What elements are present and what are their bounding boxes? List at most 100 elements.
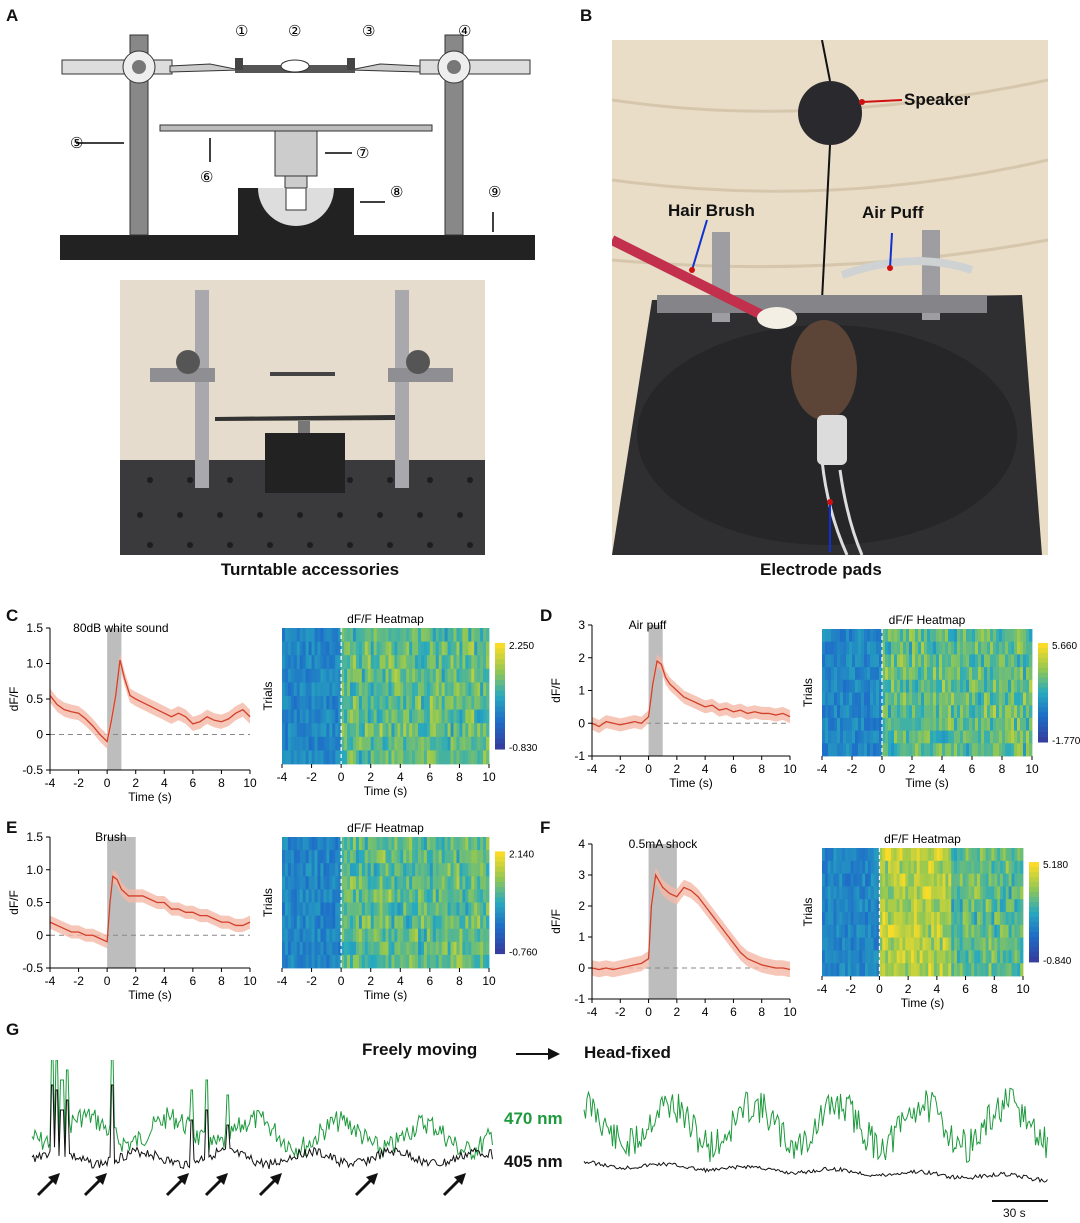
heatmap-cell — [394, 928, 398, 943]
heatmap-cell — [350, 628, 354, 642]
heatmap-cell — [311, 750, 315, 765]
heatmap-cell — [840, 705, 844, 719]
heatmap-cell — [893, 912, 898, 926]
heatmap-cell — [822, 963, 826, 977]
heatmap-cell — [930, 717, 934, 731]
heatmap-cell — [873, 937, 877, 951]
heatmap-cell — [373, 628, 378, 642]
heatmap-cell — [314, 682, 318, 697]
heatmap-cell — [450, 837, 454, 851]
heatmap-cell — [858, 730, 862, 744]
trace-405-freely — [31, 1084, 493, 1170]
heatmap-cell — [420, 850, 425, 864]
heatmap-cell — [1002, 667, 1006, 681]
heatmap-cell — [471, 628, 475, 642]
heatmap-cell — [299, 641, 304, 656]
heatmap-cell — [344, 641, 348, 656]
heatmap-cell — [373, 863, 378, 877]
heatmap-cell — [873, 705, 877, 719]
heatmap-cell — [432, 641, 437, 656]
heatmap-cell — [1017, 860, 1021, 874]
heatmap-cell — [1011, 705, 1015, 719]
y-tick-label: 4 — [578, 837, 585, 851]
heatmap-cell — [1023, 743, 1027, 757]
heatmap-cell — [388, 954, 392, 969]
heatmap-x-tick-label: -4 — [817, 982, 828, 996]
heatmap-cell — [912, 641, 916, 655]
heatmap-cell — [376, 736, 380, 751]
heatmap-cell — [1005, 641, 1009, 655]
heatmap-cell — [305, 941, 310, 956]
heatmap-cell — [480, 941, 484, 956]
heatmap-cell — [870, 730, 874, 744]
heatmap-cell — [1005, 705, 1009, 719]
heatmap-cell — [951, 629, 955, 643]
heatmap-cell — [905, 963, 909, 977]
heatmap-cell — [956, 963, 961, 977]
heatmap-cell — [444, 863, 448, 877]
heatmap-cell — [999, 667, 1003, 681]
heatmap-cell — [338, 863, 342, 877]
heatmap-cell — [885, 743, 889, 757]
heatmap-cell — [822, 873, 826, 887]
heatmap-cell — [432, 709, 437, 724]
heatmap-cell — [954, 654, 958, 668]
heatmap-cell — [916, 860, 921, 874]
heatmap-cell — [450, 941, 454, 956]
heatmap-cell — [483, 941, 487, 956]
heatmap-cell — [287, 837, 292, 851]
heatmap-cell — [991, 912, 995, 926]
heatmap-cell — [951, 950, 955, 964]
heatmap-cell — [939, 692, 943, 706]
heatmap-cell — [1026, 641, 1030, 655]
heatmap-cell — [403, 863, 407, 877]
stimulus-bar — [648, 625, 663, 756]
heatmap-cell — [966, 705, 970, 719]
heatmap-cell — [882, 692, 886, 706]
heatmap-cell — [432, 696, 437, 710]
y-tick-label: 0 — [578, 961, 585, 975]
heatmap-cell — [486, 876, 490, 890]
heatmap-cell — [355, 723, 360, 738]
heatmap-cell — [347, 628, 351, 642]
colorbar-max-label: 5.180 — [1043, 860, 1068, 871]
heatmap-cell — [296, 655, 301, 670]
heatmap-cell — [385, 709, 389, 724]
heatmap-cell — [928, 848, 932, 862]
heatmap-cell — [918, 730, 922, 744]
heatmap-cell — [329, 668, 333, 683]
heatmap-cell — [391, 889, 395, 903]
heatmap-cell — [373, 954, 378, 969]
heatmap-cell — [486, 723, 490, 738]
heatmap-cell — [936, 873, 941, 887]
heatmap-cell — [397, 928, 401, 943]
heatmap-cell — [890, 848, 895, 862]
x-tick-label: 10 — [243, 974, 257, 988]
colorbar-segment — [1029, 862, 1039, 868]
heatmap-cell — [990, 629, 994, 643]
heatmap-cell — [323, 863, 327, 877]
heatmap-cell — [865, 912, 869, 926]
heatmap-cell — [317, 668, 321, 683]
heatmap-cell — [314, 941, 318, 956]
colorbar-segment — [1029, 916, 1039, 923]
heatmap-cell — [320, 928, 324, 943]
heatmap-cell — [830, 886, 834, 900]
air-puff-label: Air Puff — [862, 203, 924, 222]
heatmap-cell — [999, 641, 1003, 655]
heatmap-cell — [486, 941, 490, 956]
heatmap-cell — [939, 848, 943, 862]
heatmap-cell — [438, 736, 443, 751]
heatmap-cell — [447, 709, 451, 724]
heatmap-y-label: Trials — [801, 898, 815, 927]
heatmap-cell — [911, 848, 915, 862]
heatmap-cell — [435, 723, 440, 738]
heatmap-cell — [299, 915, 304, 930]
heatmap-cell — [287, 941, 292, 956]
heatmap-cell — [922, 873, 926, 887]
heatmap-cell — [302, 668, 307, 683]
heatmap-cell — [305, 709, 310, 724]
heatmap-cell — [1011, 654, 1015, 668]
heatmap-cell — [388, 723, 392, 738]
heatmap-cell — [962, 848, 966, 862]
